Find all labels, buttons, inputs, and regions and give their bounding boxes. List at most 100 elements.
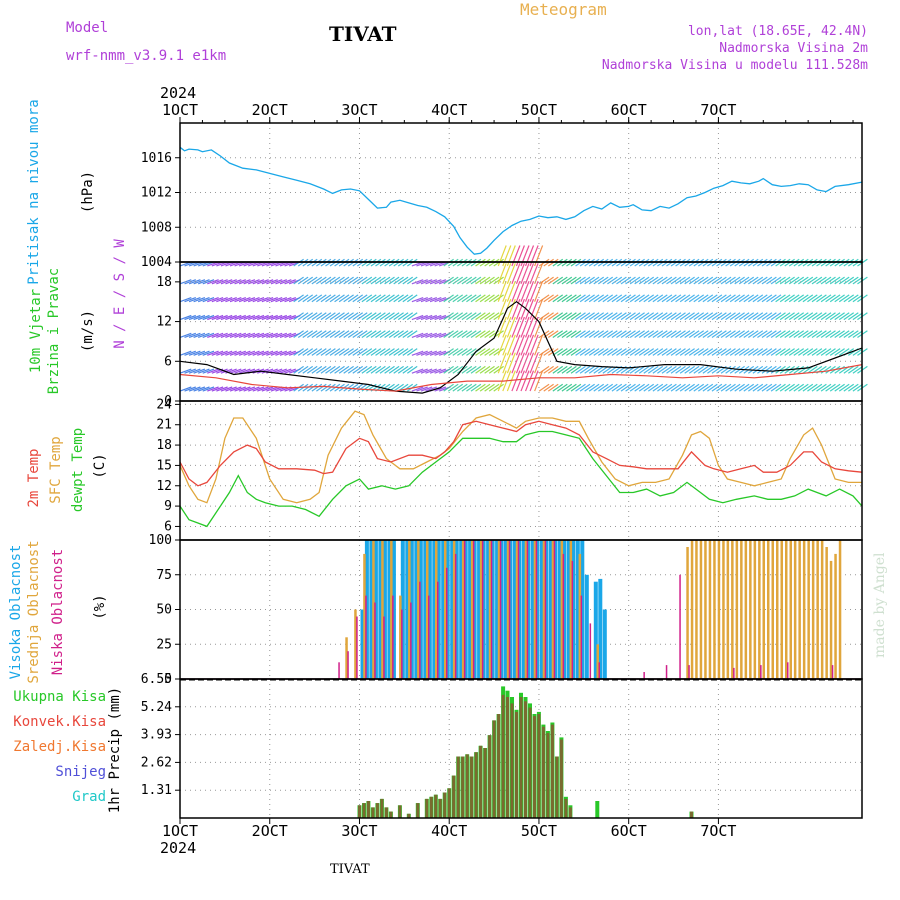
wind-barb — [506, 334, 516, 356]
wind-barb — [566, 276, 577, 285]
wind-barb — [356, 383, 368, 392]
wind-barb — [425, 332, 438, 339]
wind-barb — [515, 263, 525, 285]
y-tick-label: 1004 — [141, 255, 172, 270]
wind-barb — [652, 348, 664, 356]
dewpt-legend: dewpt Temp — [70, 428, 86, 512]
y-tick-label: 12 — [156, 479, 172, 494]
cloud-bar — [391, 540, 396, 679]
wind-barb — [543, 383, 554, 392]
wind-barb — [747, 312, 759, 321]
wind-barb — [384, 294, 395, 303]
wind-barb — [179, 332, 192, 339]
wind-barb — [834, 383, 845, 392]
wind-barb — [711, 348, 723, 356]
cloud-bar — [504, 540, 508, 679]
wind-barb — [802, 330, 814, 338]
cloud-bar — [596, 644, 599, 680]
cloud-bar — [454, 540, 459, 679]
wind-barb — [647, 383, 659, 392]
wind-barb — [220, 332, 233, 339]
wind-barb — [388, 348, 400, 356]
wind-barb — [638, 348, 650, 356]
footer-station: TIVAT — [330, 862, 370, 877]
wind-barb — [779, 330, 791, 338]
wind-barb — [657, 348, 668, 356]
precip-legend-2: Konvek.Kisa — [13, 714, 106, 730]
cloud-bar — [459, 540, 464, 679]
wind-barb — [825, 330, 836, 338]
y-tick-label: 3.93 — [141, 728, 172, 743]
wind-barb — [743, 330, 755, 338]
wind-barb — [411, 332, 424, 339]
wind-barb — [238, 368, 251, 374]
wind-barb — [443, 383, 454, 392]
cloud-bar — [767, 540, 770, 679]
wind-barb — [316, 330, 327, 338]
wind-barb — [361, 330, 373, 338]
wind-compass-label: N / E / S / W — [112, 239, 128, 349]
wind-barb — [834, 294, 845, 303]
cloud-bar — [735, 540, 739, 679]
precip-bar — [362, 803, 366, 818]
cloud-bar — [535, 540, 538, 679]
y-tick-label: 5.24 — [141, 700, 172, 715]
wind-barb — [538, 312, 550, 321]
wind-barb — [329, 365, 341, 374]
wind-barb — [524, 334, 535, 356]
wind-barb — [684, 276, 695, 285]
wind-barb — [238, 279, 251, 285]
wind-barb — [770, 383, 782, 392]
wind-barb — [661, 312, 673, 321]
wind-barb — [325, 294, 336, 303]
wind-barb — [270, 350, 283, 356]
wind-barb — [261, 314, 274, 321]
wind-barb — [584, 383, 595, 392]
wind-barb — [761, 348, 773, 356]
precip-bar — [474, 752, 478, 818]
cloud-bar — [531, 540, 535, 679]
wind-barb — [716, 383, 727, 392]
wind-ylabel-1: 10m Vjetar — [28, 289, 44, 373]
cloud-bar — [354, 609, 357, 679]
precip-bar — [470, 756, 474, 818]
wind-barb — [252, 350, 265, 356]
wind-barb — [679, 276, 691, 285]
wind-barb — [843, 383, 855, 392]
wind-barb — [511, 370, 521, 392]
wind-barb — [738, 276, 750, 285]
wind-barb — [520, 245, 530, 267]
wind-barb — [443, 365, 454, 374]
cloud-bar — [472, 540, 477, 679]
wind-speed-line — [179, 300, 863, 394]
wind-barb — [502, 245, 512, 267]
wind-barb — [534, 298, 544, 320]
wind-barb — [316, 312, 327, 321]
wind-barb — [293, 365, 304, 374]
wind-barb — [725, 312, 736, 321]
wind-barb — [838, 294, 850, 303]
wind-barb — [625, 348, 636, 356]
wind-barb — [179, 314, 192, 321]
wind-barb — [652, 383, 664, 392]
wind-barb — [515, 280, 525, 302]
wind-barb — [216, 314, 228, 321]
wind-barb — [425, 279, 438, 285]
wind-barb — [775, 348, 786, 356]
wind-barb — [297, 365, 309, 374]
wind-barb — [234, 350, 247, 356]
wind-barb — [197, 368, 210, 374]
wind-barb — [707, 365, 718, 374]
wind-barb — [670, 365, 682, 374]
wind-barb — [356, 276, 368, 285]
wind-barb — [570, 294, 582, 303]
wind-barb — [852, 383, 864, 392]
wind-barb — [320, 348, 332, 356]
wind-barb — [243, 386, 256, 392]
cloud-bar — [704, 540, 707, 679]
wind-barb — [579, 312, 591, 321]
wind-barb — [784, 276, 795, 285]
cloud-bar — [571, 560, 574, 679]
wind-barb — [788, 330, 800, 338]
wind-barb — [520, 316, 530, 338]
